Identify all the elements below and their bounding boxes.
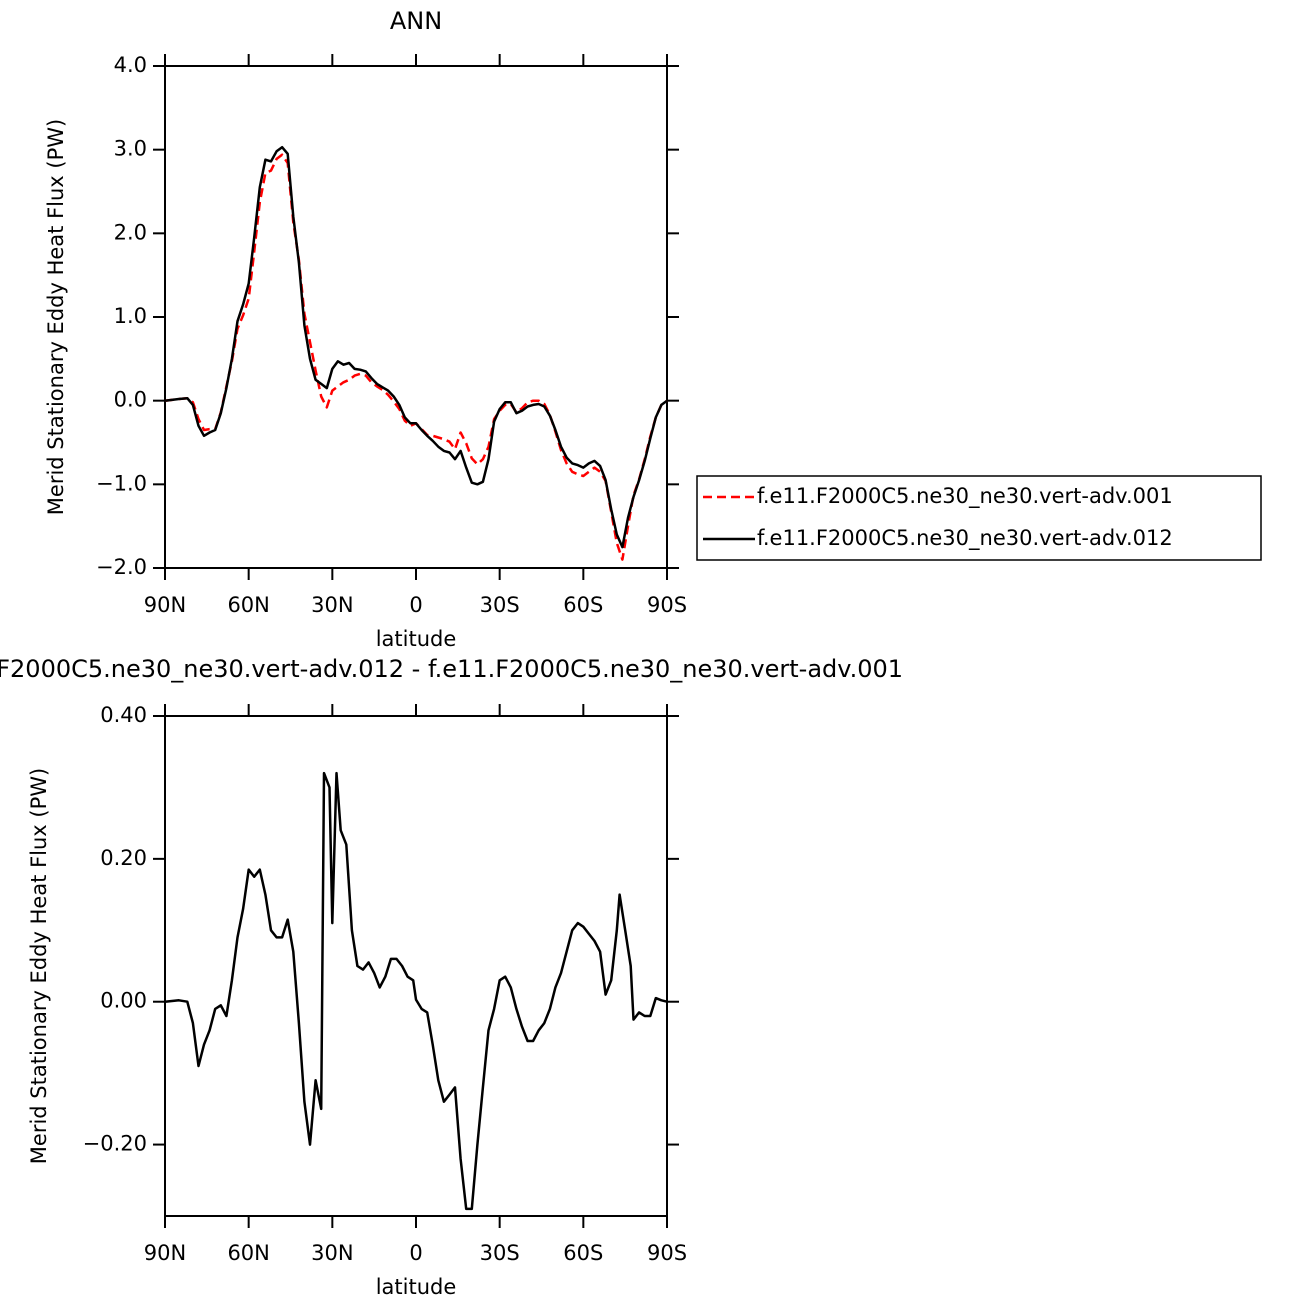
data-line bbox=[164, 145, 668, 549]
chart-title: ANN bbox=[390, 7, 442, 35]
data-line bbox=[164, 153, 668, 561]
y-tick-label: 3.0 bbox=[114, 137, 147, 161]
legend-box bbox=[696, 475, 1262, 561]
y-tick-label: 0.20 bbox=[100, 846, 147, 870]
data-line bbox=[164, 771, 668, 1211]
x-tick-label: 60N bbox=[227, 1241, 269, 1265]
x-tick-label: 0 bbox=[409, 1241, 422, 1265]
x-tick-label: 60S bbox=[563, 1241, 603, 1265]
plot-frame bbox=[164, 65, 668, 569]
x-tick-label: 30N bbox=[311, 593, 353, 617]
y-tick-label: 0.0 bbox=[114, 388, 147, 412]
legend-label: f.e11.F2000C5.ne30_ne30.vert-adv.012 bbox=[757, 526, 1173, 551]
x-tick-label: 30S bbox=[480, 1241, 520, 1265]
plot-frame bbox=[164, 715, 668, 1217]
x-axis-label: latitude bbox=[376, 627, 457, 651]
x-tick-label: 90N bbox=[144, 1241, 186, 1265]
x-tick-label: 0 bbox=[409, 593, 422, 617]
x-tick-label: 90N bbox=[144, 593, 186, 617]
x-tick-label: 30S bbox=[480, 593, 520, 617]
y-tick-label: 0.00 bbox=[100, 989, 147, 1013]
y-tick-label: −2.0 bbox=[96, 555, 147, 579]
y-tick-label: 1.0 bbox=[114, 304, 147, 328]
x-tick-label: 90S bbox=[647, 593, 687, 617]
y-tick-label: 4.0 bbox=[114, 53, 147, 77]
y-tick-label: 0.40 bbox=[100, 703, 147, 727]
x-tick-label: 60N bbox=[227, 593, 269, 617]
x-tick-label: 60S bbox=[563, 593, 603, 617]
legend-label: f.e11.F2000C5.ne30_ne30.vert-adv.001 bbox=[757, 484, 1173, 509]
y-tick-label: 2.0 bbox=[114, 220, 147, 244]
y-axis-label: Merid Stationary Eddy Heat Flux (PW) bbox=[27, 768, 51, 1164]
chart-title: f.e11.F2000C5.ne30_ne30.vert-adv.012 - f… bbox=[0, 655, 903, 683]
x-tick-label: 30N bbox=[311, 1241, 353, 1265]
x-axis-label: latitude bbox=[376, 1275, 457, 1299]
y-tick-label: −1.0 bbox=[96, 471, 147, 495]
x-tick-label: 90S bbox=[647, 1241, 687, 1265]
y-tick-label: −0.20 bbox=[83, 1132, 147, 1156]
y-axis-label: Merid Stationary Eddy Heat Flux (PW) bbox=[44, 119, 68, 515]
